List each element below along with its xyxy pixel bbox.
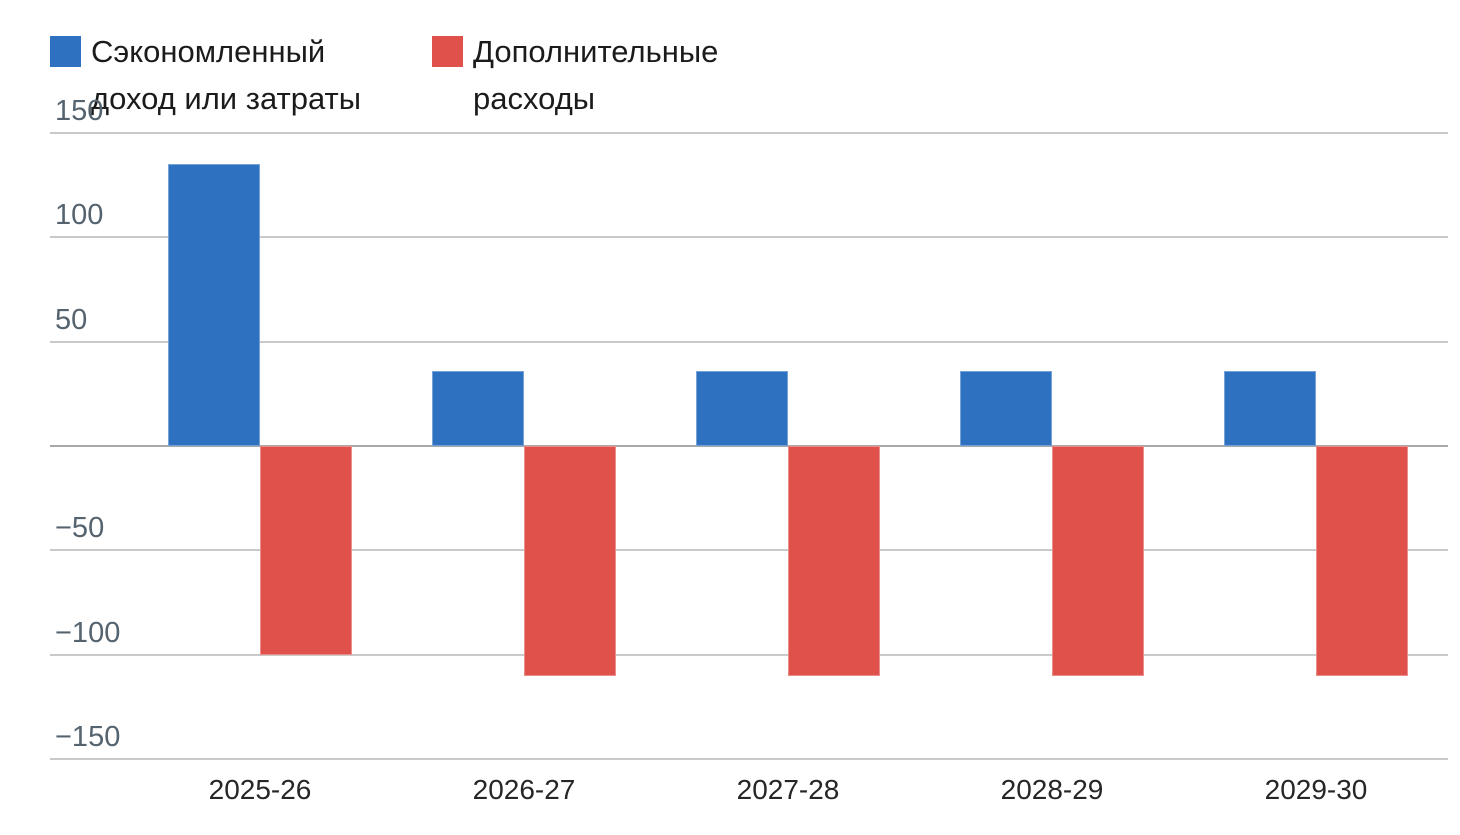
bar-saved-income <box>1224 370 1316 446</box>
gridline <box>50 132 1448 134</box>
bar-saved-income <box>696 370 788 446</box>
x-axis-label: 2028-29 <box>1000 774 1104 805</box>
bar-additional-costs <box>788 446 880 676</box>
y-axis-label: −150 <box>55 721 121 753</box>
bar-additional-costs <box>1316 446 1408 676</box>
bar-saved-income <box>432 370 524 446</box>
y-axis-label: −50 <box>55 512 105 545</box>
y-axis-label: −100 <box>55 616 121 649</box>
x-axis-label: 2029-30 <box>1264 774 1368 805</box>
y-axis-label: 50 <box>55 303 88 336</box>
x-axis-label: 2026-27 <box>472 774 576 805</box>
legend-swatch-blue <box>50 36 81 67</box>
gridline <box>50 340 1448 343</box>
bar-saved-income <box>168 164 260 446</box>
legend-item-saved-income: Сэкономленный доход или затраты <box>50 28 361 122</box>
legend-label-line: расходы <box>473 81 596 116</box>
gridline <box>50 653 1448 656</box>
gridline <box>50 758 1448 760</box>
legend-label-saved-income: Сэкономленный доход или затраты <box>91 28 361 122</box>
zero-axis-line <box>50 445 1448 447</box>
y-axis-label: 150 <box>55 95 104 127</box>
bar-additional-costs <box>260 446 352 655</box>
legend-item-additional-costs: Дополнительные расходы <box>432 28 718 122</box>
legend-swatch-red <box>432 36 463 67</box>
x-axis-label: 2027-28 <box>736 774 840 805</box>
bar-additional-costs <box>524 446 616 676</box>
legend-label-line: Дополнительные <box>473 34 719 69</box>
y-axis-label: 100 <box>55 199 104 232</box>
legend-label-line: Сэкономленный <box>91 34 326 69</box>
legend-label-line: доход или затраты <box>91 81 361 116</box>
x-axis-label: 2025-26 <box>208 774 312 805</box>
bar-additional-costs <box>1052 446 1144 676</box>
bar-saved-income <box>960 370 1052 446</box>
gridline <box>50 236 1448 239</box>
legend-label-additional-costs: Дополнительные расходы <box>473 28 718 122</box>
gridline <box>50 549 1448 552</box>
